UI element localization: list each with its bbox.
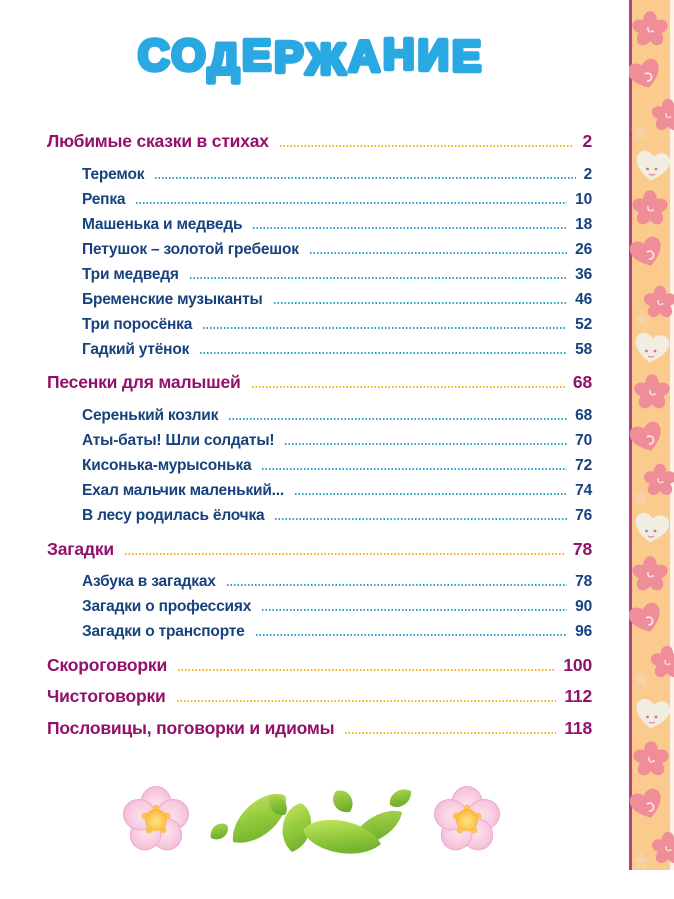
svg-text:СОДЕРЖАНИЕ: СОДЕРЖАНИЕ bbox=[138, 30, 484, 84]
